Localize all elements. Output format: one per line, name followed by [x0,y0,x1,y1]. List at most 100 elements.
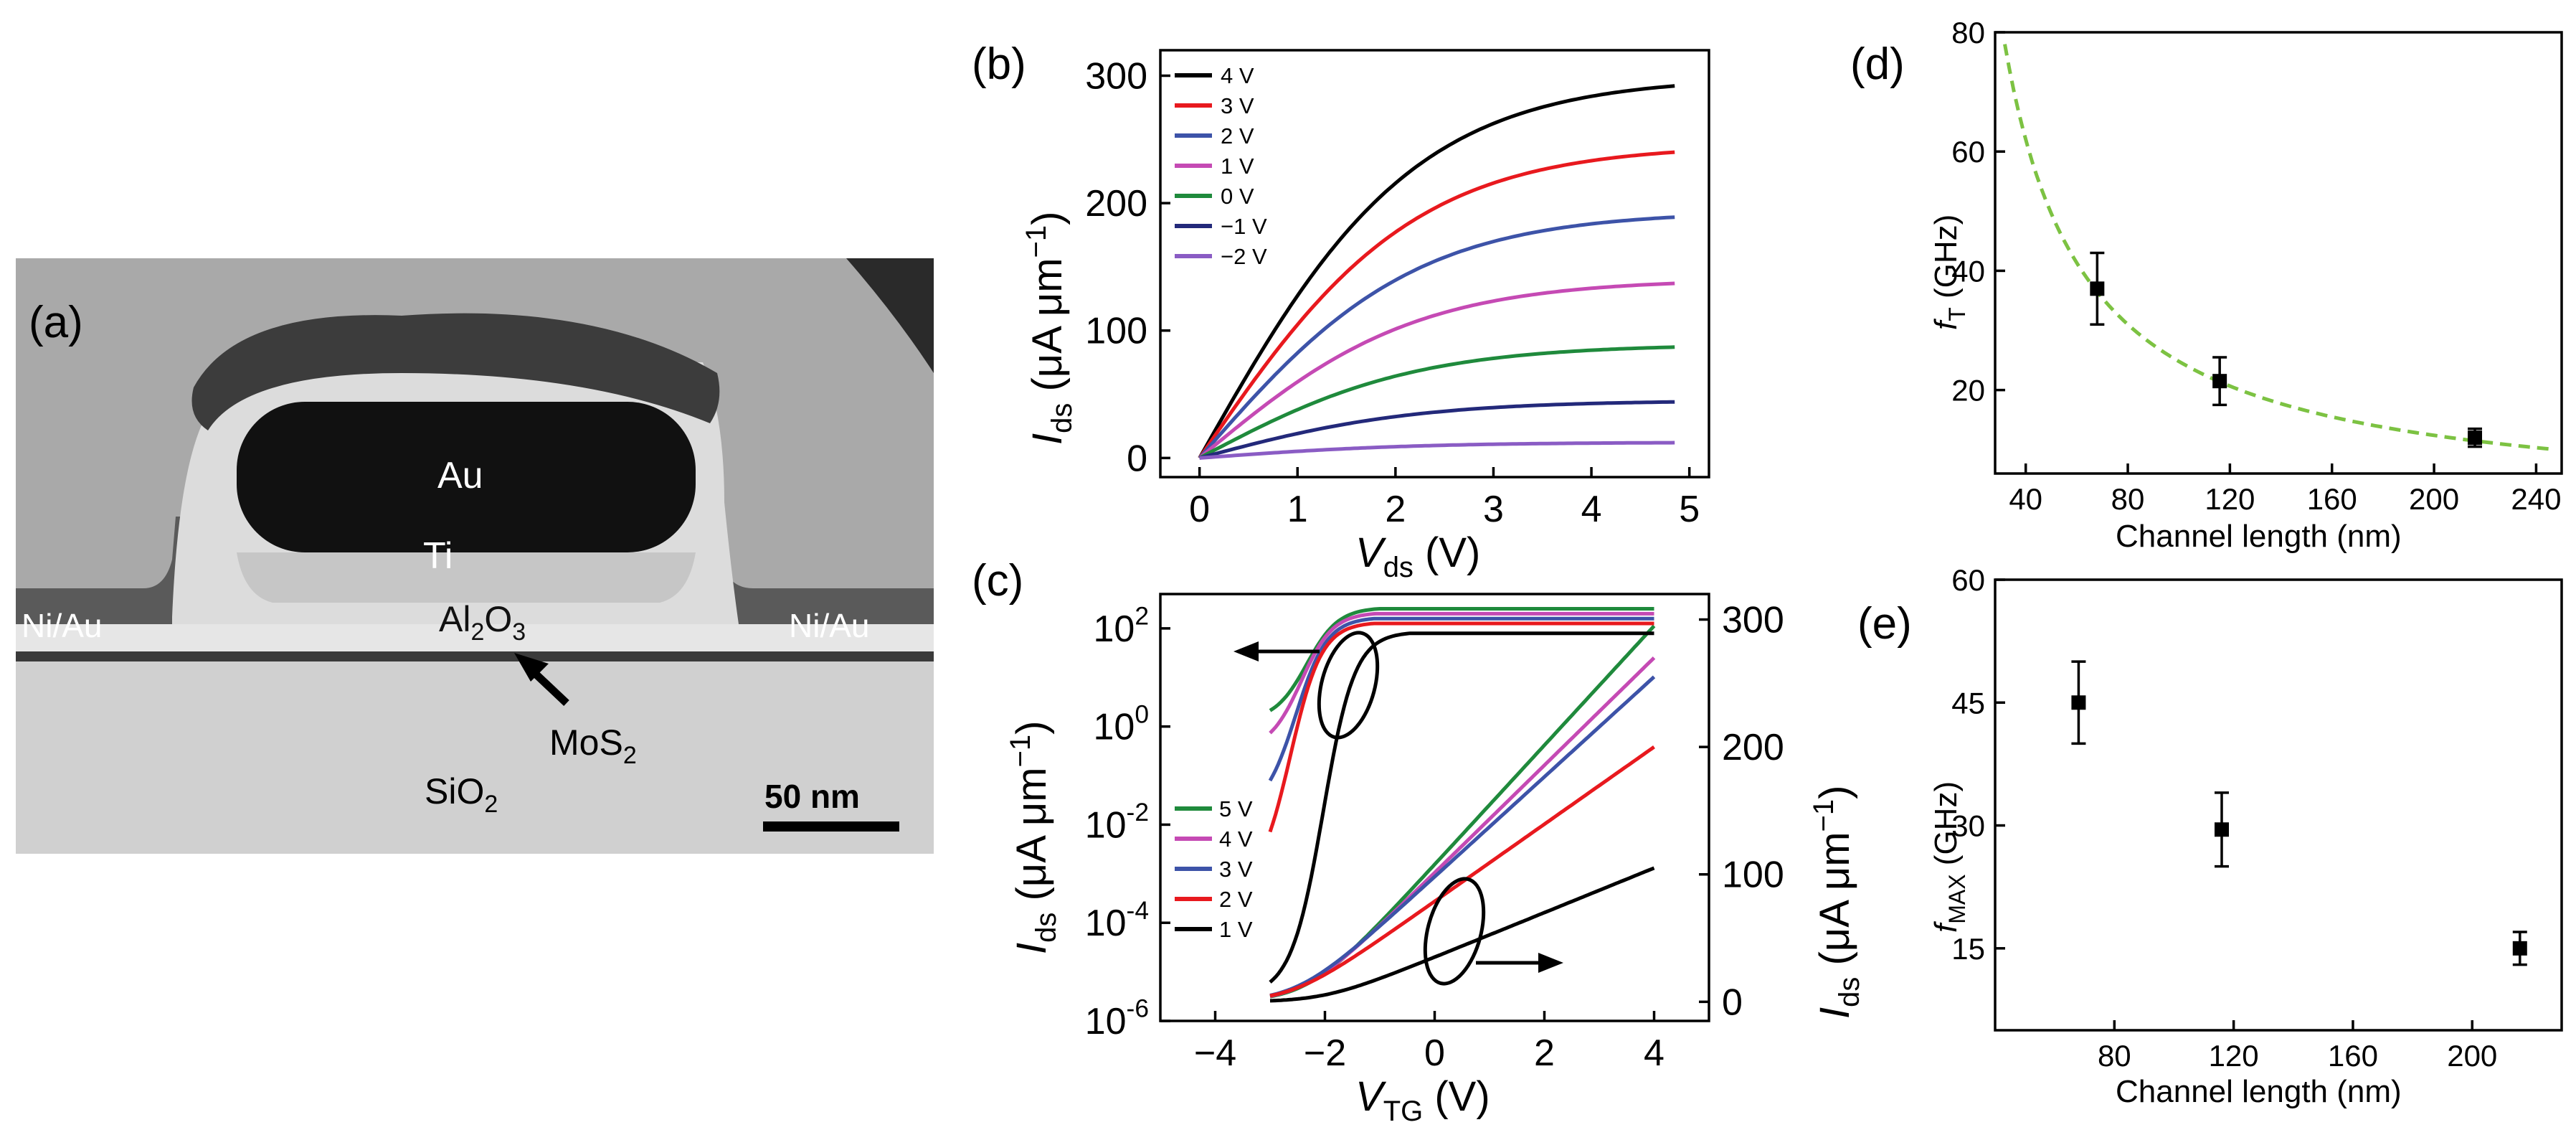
legend-label: 0 V [1221,184,1254,209]
panel-d-fit-line [2003,44,2549,451]
y-tick-label: 100 [1085,311,1147,352]
x-tick-label: 3 [1483,489,1504,530]
panel-b-y-axis: 0 100 200 300 [1085,56,1170,479]
x-tick-label: 4 [1644,1032,1665,1074]
linear-curve-5 V [1269,624,1656,999]
y-tick-label-exp: -4 [1127,897,1149,925]
x-tick-label: 200 [2409,482,2459,516]
y-tick-label: 0 [1127,438,1147,479]
panel-e: (e) 80 120 160 200 15 30 45 60 Channel length … [1857,563,2563,1109]
legend-label: 4 V [1219,826,1253,852]
data-point [2212,374,2227,389]
y-tick-label: 10-6 [1085,995,1149,1042]
mos2-label: MoS2 [549,722,637,769]
linear-curve-2 V [1269,745,1655,998]
panel-c-x-axis: −4 −2 0 2 4 [1194,1011,1665,1074]
y-tick-right-label: 0 [1722,981,1743,1023]
panel-b-label: (b) [972,39,1026,89]
panel-c-annotations [1233,631,1563,986]
legend-label: −1 V [1221,214,1267,239]
panel-c-y-axis-title-right: Ids (μA μm−1) [1808,786,1865,1019]
log-curve-2 V [1268,621,1654,833]
x-tick-label: 120 [2209,1039,2259,1073]
y-tick-label: 60 [1951,563,1985,597]
legend-label: 5 V [1219,796,1253,821]
linear-curve-3 V [1269,675,1656,997]
au-label: Au [437,455,483,496]
curve-0 V [1198,345,1675,460]
panel-c-label: (c) [972,556,1023,606]
curve-4 V [1198,84,1675,459]
y-tick-label: 45 [1951,686,1985,720]
curve-−1 V [1198,400,1675,460]
data-point [2512,941,2527,956]
panel-d: (d) 40 80 120 160 200 240 20 40 60 80 Channel le… [1850,16,2563,554]
x-tick-label: 2 [1534,1032,1555,1074]
scale-bar-label: 50 nm [764,778,860,815]
y-tick-right-label: 300 [1722,600,1784,641]
x-tick-label: 1 [1287,489,1308,530]
y-tick-label: 20 [1951,374,1985,408]
y-tick-label: 10-2 [1085,799,1149,846]
legend-label: 1 V [1221,154,1254,179]
y-tick-label-base: 10 [1093,608,1135,650]
data-point [2468,430,2483,446]
panel-b-x-axis-title: Vds (V) [1355,529,1480,583]
legend-label: 2 V [1219,887,1253,912]
y-tick-label: 300 [1085,56,1147,98]
data-point [2090,281,2105,296]
curve-3 V [1198,150,1675,459]
panel-d-y-axis-title: fT (GHz) [1928,215,1970,330]
panel-d-x-axis-title: Channel length (nm) [2116,519,2402,554]
x-tick-label: 240 [2511,482,2561,516]
x-tick-label: 160 [2307,482,2357,516]
y-tick-label-base: 10 [1093,707,1135,748]
ni-au-left-label: Ni/Au [22,607,102,644]
panel-b-x-axis: 0 1 2 3 4 5 [1189,467,1700,530]
panel-b-frame [1159,49,1710,479]
panel-d-points [2090,251,2483,448]
legend-label: 2 V [1221,123,1254,149]
panel-b: (b) 0 1 2 3 4 5 0 100 200 300 4 V 3 V 2 V 1 V 0 V −1 … [972,39,1710,583]
panel-d-frame [1994,31,2563,475]
arrowhead-right-icon [1538,953,1563,973]
y-tick-right-label: 100 [1722,854,1784,896]
panel-c-x-axis-title: VTG (V) [1355,1073,1490,1127]
panel-e-frame [1994,578,2563,1032]
y-tick-label: 100 [1093,700,1149,748]
panel-a-label: (a) [29,298,83,347]
log-curve-4 V [1269,611,1654,735]
legend-label: 3 V [1219,857,1253,882]
panel-e-x-axis-title: Channel length (nm) [2116,1074,2402,1109]
sio2-label: SiO2 [425,771,498,818]
y-tick-label: 15 [1951,932,1985,966]
x-tick-label: 0 [1189,489,1210,530]
x-tick-label: −4 [1194,1032,1236,1074]
panel-e-y-axis: 15 30 45 60 [1951,563,2005,966]
y-tick-label-exp: -2 [1127,799,1149,826]
y-tick-label-exp: 2 [1135,602,1149,630]
legend-label: 4 V [1221,63,1254,88]
panel-c-y-axis-right: 0 100 200 300 [1699,600,1784,1023]
panel-b-curves [1198,84,1675,460]
al2o3-label: Al2O3 [439,599,526,646]
arrowhead-left-icon [1233,641,1259,661]
x-tick-label: 4 [1581,489,1602,530]
x-tick-label: 200 [2447,1039,2497,1073]
panel-c-curves [1268,607,1656,1003]
x-tick-label: 80 [2111,482,2145,516]
y-tick-label: 80 [1951,16,1985,50]
x-tick-label: 80 [2098,1039,2131,1073]
y-tick-right-label: 200 [1722,727,1784,768]
arrow-icon [514,653,569,707]
y-tick-label: 102 [1093,602,1149,649]
x-tick-label: 120 [2205,482,2255,516]
legend-label: 1 V [1219,917,1253,942]
data-point [2215,822,2229,837]
y-tick-label-exp: -6 [1127,995,1149,1023]
ti-label: Ti [423,535,453,577]
panel-d-y-axis: 20 40 60 80 [1951,16,2005,408]
